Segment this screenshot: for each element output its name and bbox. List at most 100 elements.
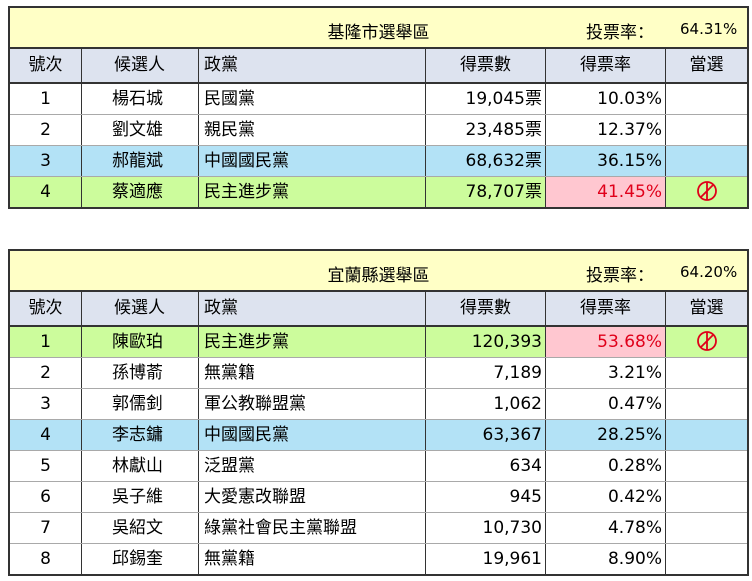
table-row: 4 李志鏞 中國國民黨 63,367 28.25%: [10, 420, 747, 451]
candidate-name: 蔡適應: [81, 177, 198, 207]
candidate-name: 吳子維: [81, 482, 198, 512]
candidate-name: 孫博萮: [81, 358, 198, 388]
candidate-name: 吳紹文: [81, 513, 198, 543]
candidate-votes: 634: [425, 451, 545, 481]
table-row: 1 楊石城 民國黨 19,045票 10.03%: [10, 84, 747, 115]
candidate-number: 2: [40, 120, 51, 140]
table-title-bar: 基隆市選舉區 投票率： 64.31%: [10, 8, 747, 49]
candidate-votes: 68,632票: [425, 146, 545, 176]
candidate-party: 民主進步黨: [198, 327, 425, 357]
candidate-percentage: 12.37%: [545, 115, 665, 145]
header-number: 號次: [28, 55, 63, 75]
candidate-party: 中國國民黨: [198, 420, 425, 450]
candidate-number: 3: [40, 394, 51, 414]
elected-cell: [665, 115, 747, 145]
elected-mark-icon: [696, 330, 717, 351]
elected-cell: [665, 177, 747, 207]
candidate-party: 民國黨: [198, 84, 425, 114]
candidate-votes: 1,062: [425, 389, 545, 419]
candidate-name: 李志鏞: [81, 420, 198, 450]
table-row: 2 孫博萮 無黨籍 7,189 3.21%: [10, 358, 747, 389]
candidate-votes: 120,393: [425, 327, 545, 357]
elected-cell: [665, 513, 747, 543]
candidate-name: 林獻山: [81, 451, 198, 481]
candidate-name: 陳歐珀: [81, 327, 198, 357]
candidate-votes: 19,961: [425, 544, 545, 574]
candidate-votes: 63,367: [425, 420, 545, 450]
header-elected: 當選: [665, 49, 747, 82]
candidate-name: 邱錫奎: [81, 544, 198, 574]
table-row: 8 邱錫奎 無黨籍 19,961 8.90%: [10, 544, 747, 574]
turnout-label: 投票率：: [586, 23, 654, 43]
candidate-name: 劉文雄: [81, 115, 198, 145]
candidate-votes: 23,485票: [425, 115, 545, 145]
district-title: 基隆市選舉區: [327, 23, 430, 43]
elected-cell: [665, 84, 747, 114]
header-percentage: 得票率: [545, 292, 665, 325]
header-party: 政黨: [198, 49, 425, 82]
candidate-party: 民主進步黨: [198, 177, 425, 207]
candidate-party: 無黨籍: [198, 544, 425, 574]
candidate-party: 泛盟黨: [198, 451, 425, 481]
candidate-party: 無黨籍: [198, 358, 425, 388]
candidate-percentage: 36.15%: [545, 146, 665, 176]
candidate-name: 楊石城: [81, 84, 198, 114]
table-row: 3 郝龍斌 中國國民黨 68,632票 36.15%: [10, 146, 747, 177]
candidate-votes: 19,045票: [425, 84, 545, 114]
candidate-party: 大愛憲改聯盟: [198, 482, 425, 512]
yilan-results-table: 宜蘭縣選舉區 投票率： 64.20% 號次 候選人 政黨 得票數 得票率 當選 …: [8, 249, 749, 576]
candidate-percentage: 10.03%: [545, 84, 665, 114]
candidate-percentage: 3.21%: [545, 358, 665, 388]
candidate-percentage: 0.42%: [545, 482, 665, 512]
candidate-number: 6: [40, 487, 51, 507]
candidate-number: 3: [40, 151, 51, 171]
candidate-votes: 945: [425, 482, 545, 512]
elected-cell: [665, 482, 747, 512]
column-header-row: 號次 候選人 政黨 得票數 得票率 當選: [10, 292, 747, 327]
candidate-number: 1: [40, 89, 51, 109]
candidate-name: 郝龍斌: [81, 146, 198, 176]
table-row: 6 吳子維 大愛憲改聯盟 945 0.42%: [10, 482, 747, 513]
table-row: 2 劉文雄 親民黨 23,485票 12.37%: [10, 115, 747, 146]
header-votes: 得票數: [425, 49, 545, 82]
candidate-percentage: 53.68%: [545, 327, 665, 357]
elected-cell: [665, 420, 747, 450]
candidate-party: 綠黨社會民主黨聯盟: [198, 513, 425, 543]
candidate-percentage: 4.78%: [545, 513, 665, 543]
candidate-votes: 7,189: [425, 358, 545, 388]
candidate-number: 8: [40, 549, 51, 569]
column-header-row: 號次 候選人 政黨 得票數 得票率 當選: [10, 49, 747, 84]
candidate-number: 4: [40, 425, 51, 445]
elected-cell: [665, 358, 747, 388]
table-row: 4 蔡適應 民主進步黨 78,707票 41.45%: [10, 177, 747, 207]
candidate-percentage: 28.25%: [545, 420, 665, 450]
elected-cell: [665, 451, 747, 481]
header-candidate: 候選人: [81, 49, 198, 82]
elected-cell: [665, 146, 747, 176]
elected-cell: [665, 389, 747, 419]
turnout-label: 投票率：: [586, 266, 654, 286]
table-row: 7 吳紹文 綠黨社會民主黨聯盟 10,730 4.78%: [10, 513, 747, 544]
candidate-votes: 78,707票: [425, 177, 545, 207]
header-votes: 得票數: [425, 292, 545, 325]
header-party: 政黨: [198, 292, 425, 325]
district-title: 宜蘭縣選舉區: [327, 266, 430, 286]
table-title-bar: 宜蘭縣選舉區 投票率： 64.20%: [10, 251, 747, 292]
candidate-number: 7: [40, 518, 51, 538]
candidate-percentage: 8.90%: [545, 544, 665, 574]
candidate-party: 軍公教聯盟黨: [198, 389, 425, 419]
candidate-number: 2: [40, 363, 51, 383]
candidate-percentage: 41.45%: [545, 177, 665, 207]
header-elected: 當選: [665, 292, 747, 325]
turnout-value: 64.20%: [680, 263, 738, 281]
header-number: 號次: [28, 298, 63, 318]
header-candidate: 候選人: [81, 292, 198, 325]
table-row: 5 林獻山 泛盟黨 634 0.28%: [10, 451, 747, 482]
elected-mark-icon: [696, 180, 717, 201]
keelung-results-table: 基隆市選舉區 投票率： 64.31% 號次 候選人 政黨 得票數 得票率 當選 …: [8, 6, 749, 209]
elected-cell: [665, 544, 747, 574]
turnout-value: 64.31%: [680, 20, 738, 38]
candidate-party: 中國國民黨: [198, 146, 425, 176]
candidate-number: 5: [40, 456, 51, 476]
table-row: 3 郭儒釗 軍公教聯盟黨 1,062 0.47%: [10, 389, 747, 420]
